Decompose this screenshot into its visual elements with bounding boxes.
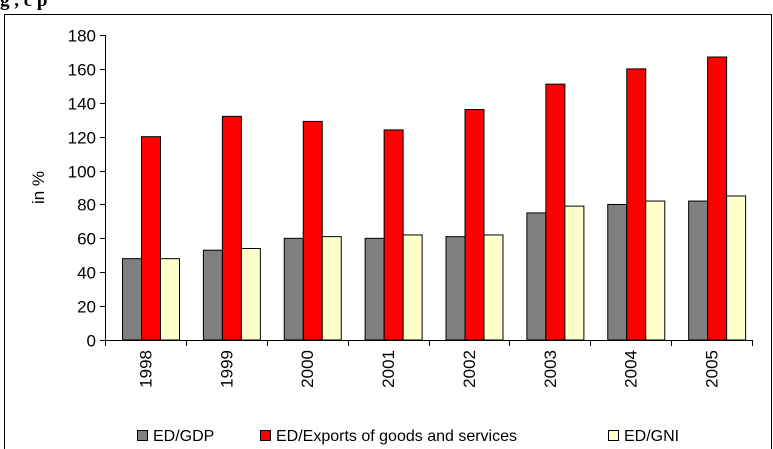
bar-ed-gni-2005 xyxy=(726,195,747,341)
bar-ed-exports-of-goods-and-services-2002 xyxy=(464,109,485,341)
bar-ed-gni-1999 xyxy=(240,248,261,341)
y-tick-label: 60 xyxy=(77,230,96,249)
bar-ed-exports-of-goods-and-services-2001 xyxy=(383,129,404,341)
legend-swatch-ed-gdp xyxy=(137,430,148,441)
legend-label-ed-gdp: ED/GDP xyxy=(153,428,214,445)
bar-ed-gni-1998 xyxy=(160,258,180,341)
legend: ED/GDP ED/Exports of goods and services ED… xyxy=(137,428,679,445)
bar-ed-gdp-2000 xyxy=(283,237,304,341)
x-tick-label: 2002 xyxy=(460,350,479,388)
bar-ed-exports-of-goods-and-services-2003 xyxy=(545,83,566,341)
legend-label-ed-exports-of-goods-and-services: ED/Exports of goods and services xyxy=(276,428,517,445)
bar-ed-exports-of-goods-and-services-2004 xyxy=(626,68,647,341)
bar-ed-gdp-1998 xyxy=(122,258,142,341)
bar-ed-exports-of-goods-and-services-1999 xyxy=(221,115,242,341)
legend-swatch-ed-gni xyxy=(608,430,619,441)
bar-ed-gdp-2003 xyxy=(526,212,547,341)
bar-ed-exports-of-goods-and-services-1998 xyxy=(141,136,161,341)
page-title: g , c p xyxy=(0,0,48,11)
x-tick-label: 2005 xyxy=(703,350,722,388)
bar-ed-gni-2001 xyxy=(402,234,423,341)
y-tick-label: 120 xyxy=(68,129,96,148)
bar-ed-gni-2002 xyxy=(483,234,504,341)
bar-ed-exports-of-goods-and-services-2000 xyxy=(302,120,323,341)
chart-frame xyxy=(4,14,772,449)
y-tick-label: 40 xyxy=(77,264,96,283)
x-tick-label: 2000 xyxy=(298,350,317,388)
x-tick-label: 1998 xyxy=(136,350,155,388)
y-tick-label: 100 xyxy=(68,163,96,182)
bar-ed-gdp-2001 xyxy=(364,237,385,341)
bar-ed-gdp-2004 xyxy=(607,203,628,341)
bar-ed-gni-2003 xyxy=(564,205,585,341)
y-tick-label: 0 xyxy=(87,332,96,351)
legend-swatch-ed-exports-of-goods-and-services xyxy=(260,430,271,441)
y-tick-label: 180 xyxy=(68,27,96,46)
y-tick-label: 140 xyxy=(68,95,96,114)
y-tick-label: 80 xyxy=(77,196,96,215)
x-tick-label: 2004 xyxy=(622,350,641,388)
bar-ed-gdp-2002 xyxy=(445,236,466,341)
x-tick-label: 2003 xyxy=(541,350,560,388)
bar-ed-gni-2000 xyxy=(321,236,342,341)
bar-ed-gdp-2005 xyxy=(688,200,709,341)
bar-ed-gni-2004 xyxy=(645,200,666,341)
y-tick-label: 20 xyxy=(77,298,96,317)
x-tick-label: 1999 xyxy=(217,350,236,388)
y-tick-label: 160 xyxy=(68,61,96,80)
bar-ed-exports-of-goods-and-services-2005 xyxy=(707,56,728,341)
y-axis-label: in % xyxy=(29,171,48,204)
plot-area: 0 20 40 60 80 100 120 140 160 180 in % 1998 1999 2000… xyxy=(29,27,753,388)
legend-label-ed-gni: ED/GNI xyxy=(624,428,679,445)
bar-ed-gdp-1999 xyxy=(202,249,223,341)
x-tick-label: 2001 xyxy=(379,350,398,388)
